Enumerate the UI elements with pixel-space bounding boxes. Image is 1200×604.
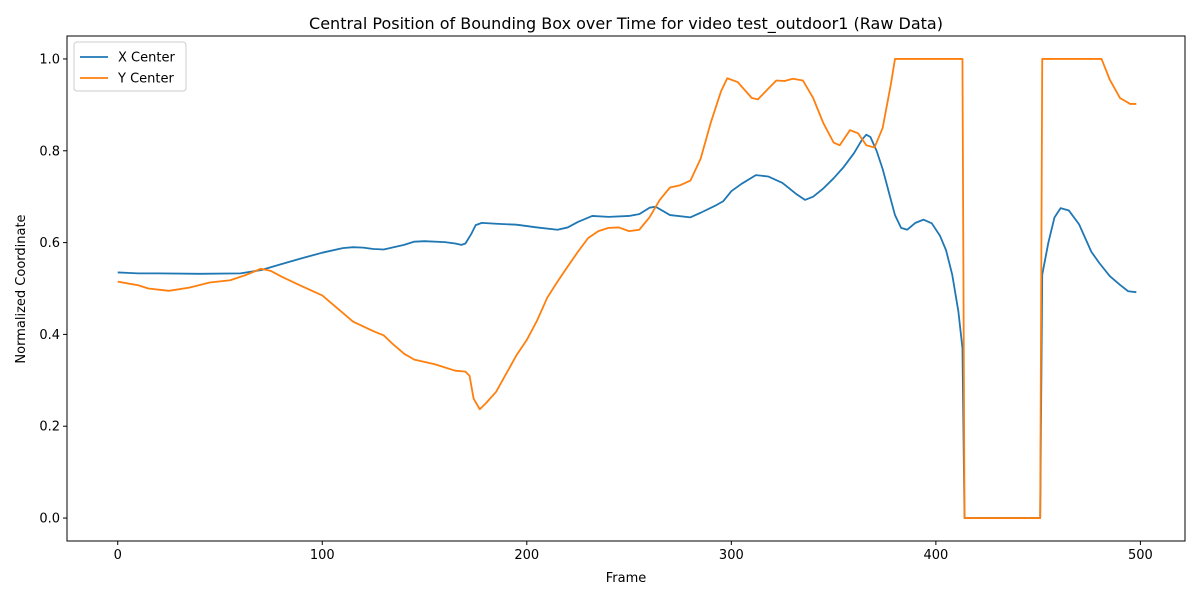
x-axis-label: Frame	[606, 571, 647, 586]
chart-title: Central Position of Bounding Box over Ti…	[309, 14, 943, 34]
x-tick-label: 200	[514, 548, 539, 563]
x-axis-ticks: 0 100 200 300 400 500	[114, 541, 1153, 563]
x-tick-label: 0	[114, 548, 122, 563]
legend: X Center Y Center	[73, 41, 187, 92]
y-tick-label: 1.0	[39, 52, 60, 67]
plot-frame	[66, 35, 1186, 542]
y-axis-ticks: 0.0 0.2 0.4 0.6 0.8 1.0	[39, 52, 67, 527]
legend-label: Y Center	[117, 72, 174, 87]
x-tick-label: 300	[719, 548, 744, 563]
x-tick-label: 400	[923, 548, 948, 563]
legend-items: X Center Y Center	[80, 51, 175, 87]
y-tick-label: 0.2	[39, 420, 60, 435]
series-line-y-center	[117, 58, 1137, 519]
y-tick-label: 0.4	[39, 328, 60, 343]
y-tick-label: 0.8	[39, 144, 60, 159]
plot-area: 0 100 200 300 400 500 0.0 0.2 0.4 0.6 0.8 1.0	[39, 35, 1186, 563]
series-line-x-center	[117, 133, 1137, 519]
y-tick-label: 0.0	[39, 512, 60, 527]
x-tick-label: 500	[1128, 548, 1153, 563]
legend-label: X Center	[118, 51, 175, 66]
y-axis-label: Normalized Coordinate	[14, 214, 29, 363]
x-tick-label: 100	[310, 548, 335, 563]
series-layer	[117, 58, 1137, 519]
y-tick-label: 0.6	[39, 236, 60, 251]
